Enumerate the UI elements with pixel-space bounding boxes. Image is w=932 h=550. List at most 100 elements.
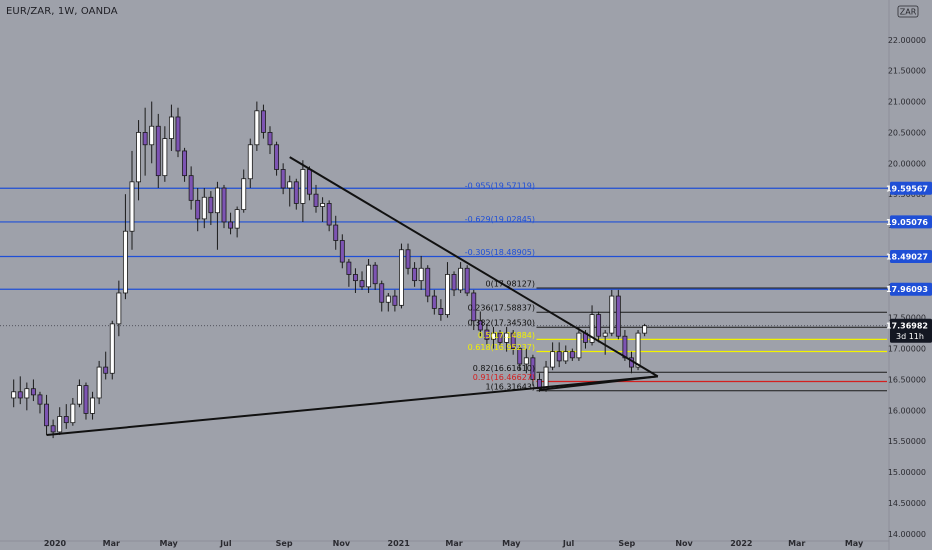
candle-body [149, 125, 155, 146]
candle-body [530, 357, 536, 380]
candle-body [44, 403, 49, 427]
candle-body [109, 323, 115, 374]
candle-body [83, 385, 89, 414]
candle-body [129, 181, 135, 232]
level-price-badge [890, 250, 932, 264]
y-tick-label: 16.00000 [888, 406, 926, 415]
y-tick-label: 17.50000 [888, 314, 926, 323]
candle-body [622, 335, 628, 359]
candle-body [280, 169, 286, 189]
y-tick-label: 17.00000 [888, 345, 926, 354]
candle-body [399, 249, 404, 306]
candle-body [491, 332, 496, 340]
candle-body [313, 193, 319, 207]
candle-body [221, 187, 227, 223]
fib-level-label: 0.5(17.14884) [478, 331, 535, 340]
x-tick-label: May [502, 539, 521, 548]
candle-body [477, 320, 483, 331]
candle-body [385, 295, 391, 303]
level-price-badge-label: 17.96093 [886, 285, 928, 294]
fib-level-label: 0(17.98127) [485, 279, 535, 288]
candle-body [254, 110, 260, 146]
candle-body [431, 295, 437, 309]
fib-level-label: 0.236(17.58837) [468, 304, 535, 313]
y-tick-label: 14.50000 [888, 499, 926, 508]
symbol-title: EUR/ZAR, 1W, OANDA [6, 6, 118, 17]
candle-body [563, 351, 569, 362]
candle-body [635, 332, 641, 368]
fib-level-label: 0.82(16.61610) [473, 364, 535, 373]
candle-body [320, 203, 326, 207]
candle-body [642, 325, 648, 334]
candle-body [576, 332, 582, 359]
candle-body [569, 351, 575, 359]
candle-body [90, 397, 95, 414]
y-tick-label: 15.00000 [888, 468, 926, 477]
y-tick-label: 20.00000 [888, 159, 926, 168]
level-price-badge-label: 18.49027 [886, 253, 928, 262]
x-tick-label: Jul [562, 539, 575, 548]
candle-body [300, 169, 306, 204]
y-tick-label: 16.50000 [888, 375, 926, 384]
y-tick-label: 22.00000 [888, 36, 926, 45]
x-tick-label: May [159, 539, 178, 548]
candle-body [405, 249, 411, 269]
candle-body [523, 357, 529, 365]
fib-level-label: -0.305(18.48905) [465, 248, 535, 257]
candle-body [50, 425, 56, 433]
y-tick-label: 21.00000 [888, 98, 926, 107]
candle-body [543, 366, 549, 390]
x-tick-label: 2020 [44, 539, 67, 548]
candle-body [333, 224, 339, 241]
candle-body [11, 391, 17, 399]
candle-body [497, 332, 503, 343]
candle-body [425, 267, 431, 297]
x-tick-label: Nov [675, 539, 693, 548]
y-tick-label: 21.50000 [888, 67, 926, 76]
candle-body [30, 388, 36, 396]
level-price-badge-label: 19.05076 [886, 218, 928, 227]
fib-level-label: 0.91(16.46627) [473, 373, 535, 382]
candle-body [188, 175, 194, 201]
x-tick-label: 2021 [388, 539, 411, 548]
currency-badge [897, 5, 919, 18]
candle-body [267, 132, 273, 146]
candle-body [471, 292, 477, 322]
candle-body [142, 132, 148, 146]
candle-body [510, 332, 516, 349]
candle-body [504, 332, 510, 343]
trendline [539, 375, 658, 391]
candle-body [155, 125, 161, 177]
candle-body [234, 209, 240, 229]
level-price-badge-label: 19.59567 [886, 184, 928, 193]
x-tick-label: May [845, 539, 864, 548]
candle-body [241, 178, 247, 211]
candle-body [379, 283, 385, 303]
candle-body [438, 308, 444, 315]
candle-body [359, 280, 365, 288]
fib-level-label: -0.955(19.57119) [465, 181, 535, 190]
candle-body [63, 416, 69, 424]
fib-level-label: 1(16.31643) [485, 382, 535, 391]
y-tick-label: 20.50000 [888, 128, 926, 137]
candle-body [589, 314, 595, 343]
candle-body [293, 181, 299, 204]
candle-body [96, 366, 102, 399]
candle-body [208, 196, 214, 214]
candle-body [464, 267, 470, 294]
candle-body [103, 366, 109, 374]
candle-body [228, 221, 234, 229]
candle-body [451, 274, 457, 291]
currency-badge-label: ZAR [900, 8, 917, 17]
candle-body [392, 295, 398, 306]
x-tick-label: Mar [103, 539, 120, 548]
candle-body [76, 385, 82, 405]
candle-body [37, 394, 43, 405]
fib-level-label: -0.629(19.02845) [465, 215, 535, 224]
candle-body [182, 150, 188, 177]
last-price-badge [890, 318, 932, 343]
candle-body [287, 181, 293, 189]
candle-body [550, 351, 556, 368]
